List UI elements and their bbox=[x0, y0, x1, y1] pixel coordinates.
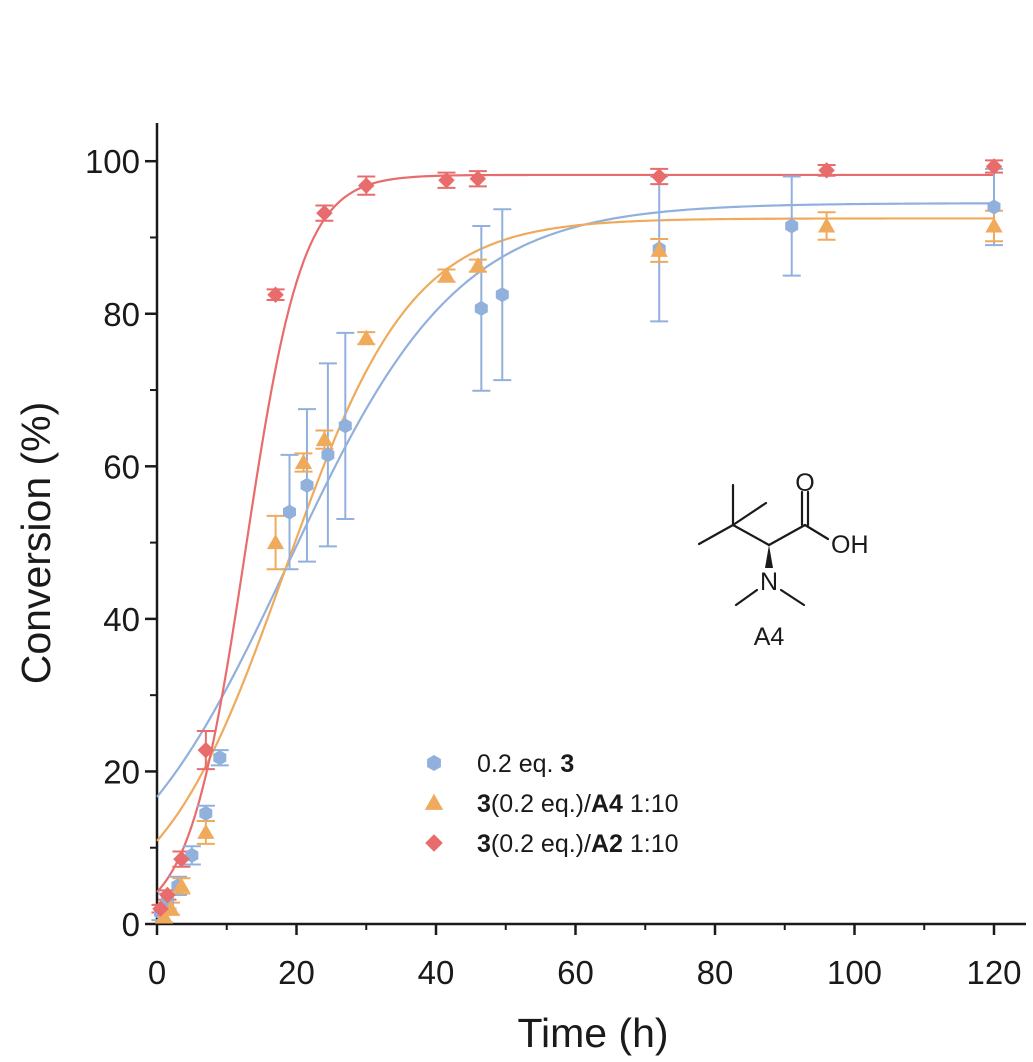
legend-label-orange: 3(0.2 eq.)/A4 1:10 bbox=[477, 790, 679, 818]
bond-tbu-methyl-left bbox=[697, 523, 735, 546]
point-blue bbox=[300, 477, 314, 493]
y-tick-label: 100 bbox=[85, 143, 140, 180]
point-red bbox=[316, 204, 333, 222]
y-tick-label: 40 bbox=[103, 601, 140, 638]
legend-text-part: A2 bbox=[591, 830, 623, 858]
legend-label-red: 3(0.2 eq.)/A2 1:10 bbox=[477, 830, 679, 858]
y-axis-title: Conversion (%) bbox=[13, 402, 59, 685]
legend-label-blue: 0.2 eq. 3 bbox=[477, 750, 574, 778]
point-blue bbox=[213, 750, 227, 766]
tick-labels: 0 20 40 60 80 100 120 0 20 40 60 80 100 bbox=[85, 143, 1022, 991]
legend-text-part: 3 bbox=[477, 790, 491, 818]
point-orange bbox=[197, 823, 215, 839]
point-orange bbox=[315, 430, 334, 447]
legend-text-part: 1:10 bbox=[623, 790, 679, 818]
atom-carbonyl-oxygen: O bbox=[795, 469, 814, 497]
y-tick-label: 80 bbox=[103, 296, 140, 333]
point-red bbox=[650, 168, 668, 185]
legend-text-part: (0.2 eq.)/ bbox=[491, 790, 591, 818]
point-orange bbox=[985, 217, 1003, 233]
atom-nitrogen: N bbox=[760, 568, 778, 596]
x-axis-title: Time (h) bbox=[517, 1010, 668, 1056]
point-red bbox=[818, 162, 835, 179]
point-orange bbox=[294, 453, 313, 469]
x-tick-label: 0 bbox=[148, 954, 166, 991]
point-orange bbox=[817, 217, 836, 233]
point-red bbox=[267, 286, 284, 303]
data-points bbox=[152, 158, 1003, 923]
x-tick-label: 120 bbox=[966, 954, 1021, 991]
wedge-bond bbox=[765, 545, 773, 568]
x-tick-label: 100 bbox=[827, 954, 882, 991]
fit-curve-red bbox=[156, 173, 994, 893]
bond-tbu-methyl-right bbox=[731, 501, 768, 527]
y-tick-label: 20 bbox=[103, 753, 140, 790]
bond-tbu-alpha bbox=[731, 523, 771, 547]
legend-marker-orange bbox=[424, 793, 444, 810]
point-red bbox=[197, 741, 215, 759]
x-tick-label: 80 bbox=[697, 954, 734, 991]
x-tick-label: 60 bbox=[557, 954, 594, 991]
legend-text-part: 3 bbox=[560, 750, 574, 778]
point-orange bbox=[357, 329, 375, 345]
point-red bbox=[469, 170, 487, 187]
y-tick-label: 0 bbox=[122, 906, 140, 943]
x-tick-label: 40 bbox=[418, 954, 455, 991]
legend-text-part: 0.2 eq. bbox=[477, 750, 560, 778]
bond-n-methyl-left bbox=[734, 588, 759, 607]
legend-text-part: 1:10 bbox=[623, 830, 679, 858]
legend-marker-blue bbox=[427, 755, 441, 771]
atom-hydroxyl: OH bbox=[831, 531, 869, 559]
legend: 0.2 eq. 33(0.2 eq.)/A4 1:103(0.2 eq.)/A2… bbox=[424, 750, 679, 858]
point-red bbox=[152, 900, 169, 917]
point-orange bbox=[469, 257, 487, 273]
point-blue bbox=[283, 504, 296, 520]
legend-text-part: A4 bbox=[591, 790, 623, 818]
point-orange bbox=[155, 907, 173, 923]
point-blue bbox=[495, 287, 509, 303]
fit-curves bbox=[156, 173, 995, 893]
x-tick-label: 20 bbox=[278, 954, 315, 991]
point-orange bbox=[650, 241, 668, 257]
fit-curve-blue bbox=[156, 202, 995, 798]
bond-n-methyl-right bbox=[779, 588, 806, 607]
point-red bbox=[438, 172, 455, 189]
point-blue bbox=[785, 218, 799, 234]
fit-curve-orange bbox=[156, 217, 994, 842]
legend-text-part: 3 bbox=[477, 830, 491, 858]
point-blue bbox=[987, 199, 1001, 215]
compound-label: A4 bbox=[754, 623, 785, 651]
a4-structure-inset bbox=[697, 483, 830, 607]
point-orange bbox=[266, 533, 285, 550]
point-orange bbox=[172, 877, 191, 893]
point-orange bbox=[437, 266, 456, 283]
point-red bbox=[159, 886, 176, 904]
point-orange bbox=[162, 900, 180, 916]
point-red bbox=[173, 850, 190, 868]
axes-group bbox=[145, 123, 1026, 935]
point-blue bbox=[474, 300, 488, 316]
legend-text-part: (0.2 eq.)/ bbox=[491, 830, 591, 858]
point-red bbox=[985, 158, 1003, 175]
y-tick-label: 60 bbox=[103, 448, 140, 485]
point-red bbox=[358, 177, 375, 194]
legend-marker-red bbox=[425, 834, 443, 852]
bond-c-oh bbox=[803, 523, 830, 541]
point-blue bbox=[321, 447, 335, 463]
point-blue bbox=[338, 418, 352, 434]
point-blue bbox=[199, 805, 213, 821]
bond-alpha-carboxyl bbox=[767, 523, 807, 547]
